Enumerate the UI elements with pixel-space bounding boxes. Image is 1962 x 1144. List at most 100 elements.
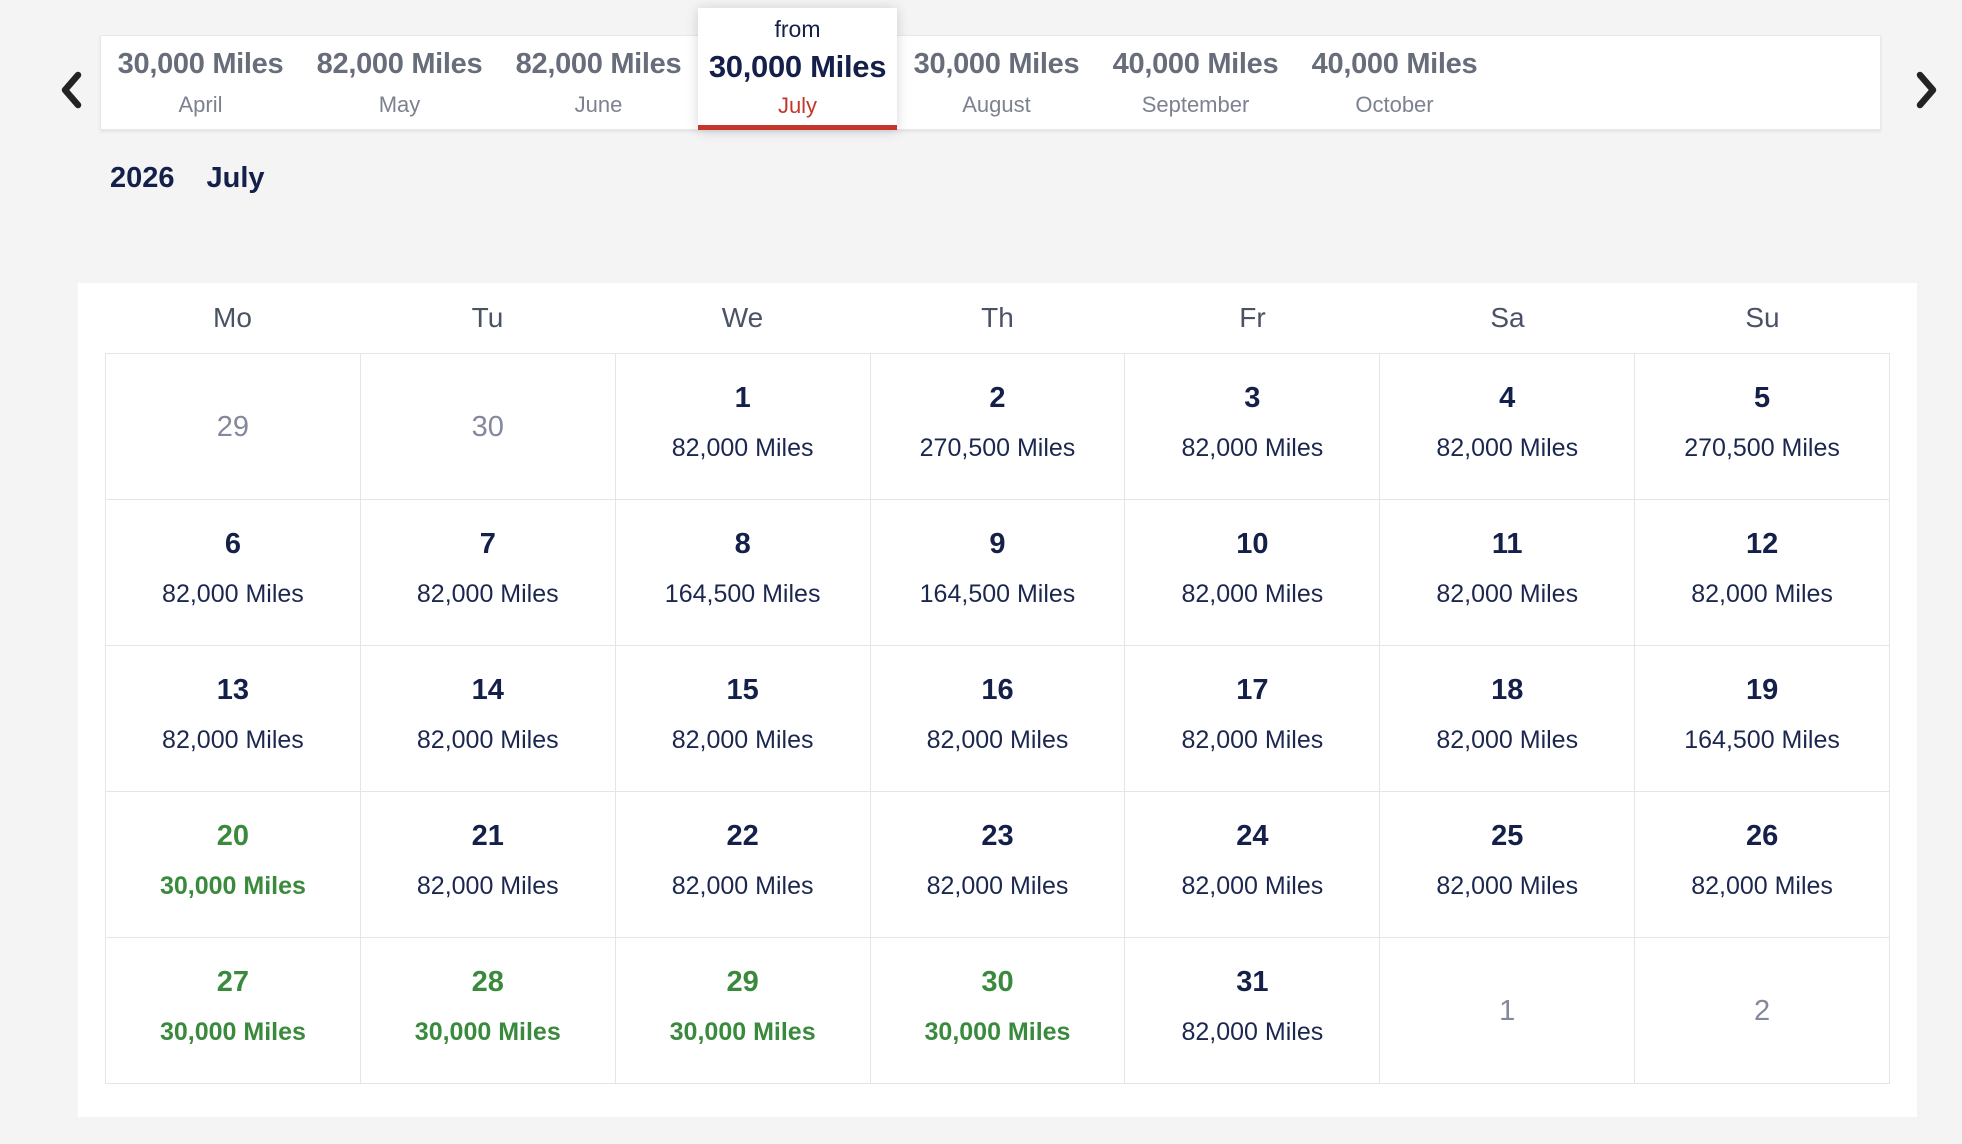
month-tab-label: August — [962, 91, 1031, 117]
day-miles: 82,000 Miles — [926, 726, 1069, 754]
day-cell-1: 1 — [1380, 938, 1636, 1084]
month-tab-miles: 30,000 Miles — [117, 47, 284, 80]
day-number: 1 — [1499, 994, 1516, 1027]
day-miles: 30,000 Miles — [414, 1018, 561, 1046]
day-cell-2[interactable]: 2 270,500 Miles — [870, 354, 1126, 500]
day-cell-27[interactable]: 27 30,000 Miles — [106, 938, 361, 1084]
day-cell-30[interactable]: 30 30,000 Miles — [870, 938, 1126, 1084]
day-cell-5[interactable]: 5 270,500 Miles — [1635, 354, 1890, 500]
month-tab-july[interactable]: from 30,000 Miles July — [698, 8, 897, 130]
day-cell-20[interactable]: 20 30,000 Miles — [106, 792, 361, 938]
day-number: 2 — [1754, 994, 1771, 1027]
day-number: 14 — [471, 674, 504, 706]
month-tab-prefix: from — [774, 16, 821, 42]
month-tab-october[interactable]: 40,000 Miles October — [1295, 36, 1494, 129]
day-cell-17[interactable]: 17 82,000 Miles — [1125, 646, 1381, 792]
day-cell-25[interactable]: 25 82,000 Miles — [1380, 792, 1636, 938]
prev-month-button[interactable] — [48, 64, 92, 118]
day-cell-8[interactable]: 8 164,500 Miles — [615, 500, 871, 646]
day-miles: 82,000 Miles — [162, 580, 304, 608]
day-cell-6[interactable]: 6 82,000 Miles — [106, 500, 361, 646]
heading-month: July — [206, 162, 265, 194]
day-cell-21[interactable]: 21 82,000 Miles — [360, 792, 616, 938]
day-cell-10[interactable]: 10 82,000 Miles — [1125, 500, 1381, 646]
day-cell-19[interactable]: 19 164,500 Miles — [1635, 646, 1890, 792]
day-miles: 82,000 Miles — [1691, 872, 1833, 900]
day-miles: 164,500 Miles — [1684, 726, 1840, 754]
day-cell-1[interactable]: 1 82,000 Miles — [615, 354, 871, 500]
month-tab-miles: 40,000 Miles — [1311, 47, 1478, 80]
month-tab-september[interactable]: 40,000 Miles September — [1096, 36, 1295, 129]
weekday-label-su: Su — [1745, 302, 1780, 333]
month-tab-miles: 82,000 Miles — [316, 47, 483, 80]
day-cell-12[interactable]: 12 82,000 Miles — [1635, 500, 1890, 646]
day-number: 20 — [216, 820, 250, 852]
weekday-label-fr: Fr — [1239, 302, 1266, 333]
day-cell-3[interactable]: 3 82,000 Miles — [1125, 354, 1381, 500]
day-number: 10 — [1236, 528, 1269, 560]
day-number: 21 — [471, 820, 504, 852]
day-miles: 82,000 Miles — [671, 872, 814, 900]
day-miles: 82,000 Miles — [1691, 580, 1833, 608]
day-number: 17 — [1236, 674, 1269, 706]
day-miles: 82,000 Miles — [416, 580, 559, 608]
day-miles: 82,000 Miles — [1436, 726, 1579, 754]
weekday-label-we: We — [721, 302, 764, 333]
day-miles: 82,000 Miles — [1436, 434, 1579, 462]
month-tab-label: October — [1355, 91, 1434, 117]
day-miles: 82,000 Miles — [671, 726, 814, 754]
day-number: 31 — [1236, 966, 1269, 998]
day-cell-22[interactable]: 22 82,000 Miles — [615, 792, 871, 938]
day-miles: 82,000 Miles — [1436, 580, 1579, 608]
day-number: 26 — [1745, 820, 1779, 852]
month-tab-june[interactable]: 82,000 Miles June — [499, 36, 698, 129]
day-cell-9[interactable]: 9 164,500 Miles — [870, 500, 1126, 646]
month-tab-may[interactable]: 82,000 Miles May — [300, 36, 499, 129]
day-miles: 82,000 Miles — [1181, 872, 1324, 900]
day-number: 1 — [734, 382, 751, 414]
day-number: 4 — [1499, 382, 1516, 414]
calendar-card: Mo Tu We Th Fr Sa Su 29 30 1 82,000 Miles 2 270,500… — [78, 283, 1917, 1117]
chevron-left-icon — [56, 70, 84, 113]
day-cell-4[interactable]: 4 82,000 Miles — [1380, 354, 1636, 500]
day-grid: 29 30 1 82,000 Miles 2 270,500 Miles 3 82,000 M… — [105, 353, 1890, 1084]
day-number: 19 — [1745, 674, 1779, 706]
day-cell-31[interactable]: 31 82,000 Miles — [1125, 938, 1381, 1084]
weekday-label-th: Th — [981, 302, 1014, 333]
day-cell-11[interactable]: 11 82,000 Miles — [1380, 500, 1636, 646]
day-cell-13[interactable]: 13 82,000 Miles — [106, 646, 361, 792]
day-cell-26[interactable]: 26 82,000 Miles — [1635, 792, 1890, 938]
day-number: 23 — [981, 820, 1014, 852]
month-tab-april[interactable]: 30,000 Miles April — [101, 36, 300, 129]
day-cell-23[interactable]: 23 82,000 Miles — [870, 792, 1126, 938]
day-cell-29[interactable]: 29 30,000 Miles — [615, 938, 871, 1084]
weekday-header-row: Mo Tu We Th Fr Sa Su — [105, 283, 1890, 353]
day-cell-28[interactable]: 28 30,000 Miles — [360, 938, 616, 1084]
month-strip: 30,000 Miles April 82,000 Miles May 82,000 M… — [100, 8, 1881, 130]
next-month-button[interactable] — [1906, 64, 1950, 118]
weekday-label-tu: Tu — [471, 302, 504, 333]
day-miles: 82,000 Miles — [1436, 872, 1579, 900]
day-number: 8 — [734, 528, 751, 560]
day-number: 27 — [216, 966, 250, 998]
month-tab-label: May — [378, 91, 421, 117]
day-number: 29 — [216, 410, 250, 443]
day-number: 29 — [726, 966, 759, 998]
month-tab-label: April — [178, 91, 223, 117]
month-tab-august[interactable]: 30,000 Miles August — [897, 36, 1096, 129]
month-tab-label: September — [1141, 91, 1250, 117]
day-cell-7[interactable]: 7 82,000 Miles — [360, 500, 616, 646]
day-cell-18[interactable]: 18 82,000 Miles — [1380, 646, 1636, 792]
day-number: 2 — [989, 382, 1006, 414]
day-cell-16[interactable]: 16 82,000 Miles — [870, 646, 1126, 792]
month-tab-miles: 30,000 Miles — [913, 47, 1080, 80]
day-miles: 30,000 Miles — [159, 1018, 306, 1046]
day-cell-14[interactable]: 14 82,000 Miles — [360, 646, 616, 792]
day-number: 5 — [1754, 382, 1771, 414]
day-miles: 164,500 Miles — [919, 580, 1076, 608]
day-miles: 270,500 Miles — [1684, 434, 1840, 462]
day-cell-15[interactable]: 15 82,000 Miles — [615, 646, 871, 792]
day-cell-24[interactable]: 24 82,000 Miles — [1125, 792, 1381, 938]
day-number: 18 — [1491, 674, 1524, 706]
month-tab-label: June — [574, 91, 623, 117]
